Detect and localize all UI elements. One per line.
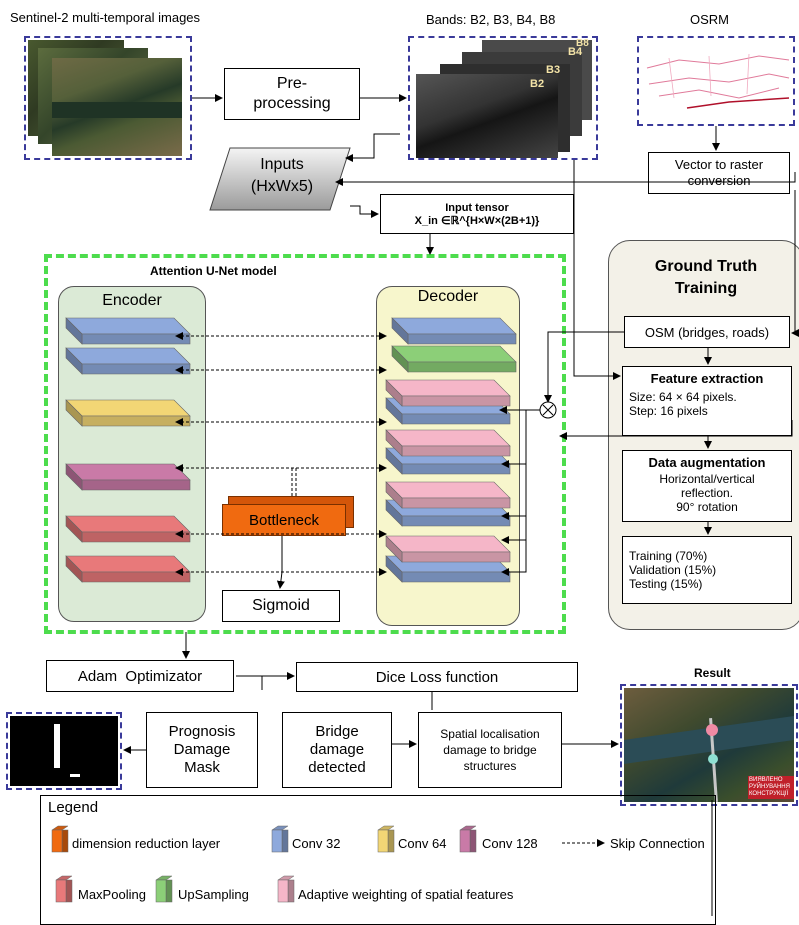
adam-label: Adam Optimizator [77, 667, 203, 685]
result-image: ВИЯВЛЕНО РУЙНУВАННЯ КОНСТРУКЦІЇ [624, 688, 794, 803]
decoder-panel [376, 286, 520, 626]
aug-line-2: reflection. [680, 486, 734, 500]
result-damage-marker-2 [708, 754, 718, 764]
gt-title-1: Ground Truth [654, 258, 758, 275]
sentinel-label: Sentinel-2 multi-temporal images [10, 10, 201, 25]
decoder-label: Decoder [417, 288, 479, 305]
model-title: Attention U-Net model [150, 264, 277, 278]
input-tensor-formula: X_in ∈ℝ^{H×W×(2B+1)} [414, 214, 540, 227]
osm-box: OSM (bridges, roads) [624, 316, 790, 348]
split-validation: Validation (15%) [629, 563, 717, 577]
input-tensor-box: Input tensor X_in ∈ℝ^{H×W×(2B+1)} [380, 194, 574, 234]
input-tensor-title: Input tensor [445, 201, 509, 214]
legend-label-maxpooling: MaxPooling [78, 887, 146, 902]
band-tag-b4: B4 [568, 46, 583, 58]
legend-label-upsampling: UpSampling [178, 887, 249, 902]
vector-raster-label: Vector to raster conversion [674, 157, 764, 188]
bands-label: Bands: B2, B3, B4, B8 [426, 12, 556, 27]
sentinel-images-frame [24, 36, 192, 160]
osrm-road-map [646, 53, 790, 109]
osrm-label: OSRM [690, 12, 729, 27]
legend-label-conv128: Conv 128 [482, 836, 538, 851]
legend-title: Legend [48, 799, 99, 816]
result-label: Result [694, 666, 731, 680]
osm-label: OSM (bridges, roads) [644, 324, 770, 340]
legend-label-dimension: dimension reduction layer [72, 836, 221, 851]
legend-label-skip: Skip Connection [610, 836, 705, 851]
band-tag-b8: B8 [576, 38, 589, 49]
arrow-inputs-to-tensor [350, 205, 379, 218]
legend-label-conv32: Conv 32 [292, 836, 341, 851]
legend-frame [40, 795, 716, 925]
aug-line-3: 90° rotation [676, 500, 738, 514]
mask-frame [6, 712, 122, 790]
bottleneck-block: Bottleneck [222, 504, 346, 536]
vector-raster-box: Vector to raster conversion [648, 152, 790, 194]
prognosis-label: Prognosis Damage Mask [168, 723, 236, 776]
split-testing: Testing (15%) [629, 577, 703, 591]
result-damage-marker [706, 724, 718, 736]
river-strip [52, 102, 182, 118]
dice-label: Dice Loss function [375, 668, 499, 686]
legend-label-adaptive: Adaptive weighting of spatial features [298, 887, 514, 902]
split-box: Training (70%) Validation (15%) Testing … [622, 536, 792, 604]
bands-images-frame: B8 B4 B3 B2 [408, 36, 598, 160]
feature-step: Step: 16 pixels [629, 404, 708, 418]
feature-size: Size: 64 × 64 pixels. [629, 390, 737, 404]
bridge-label: Bridge damage detected [308, 723, 366, 776]
aug-line-1: Horizontal/vertical [659, 472, 755, 486]
mask-white-spot [70, 774, 80, 777]
augmentation-box: Data augmentation Horizontal/vertical re… [622, 450, 792, 522]
bottleneck-label: Bottleneck [248, 511, 320, 529]
spatial-label: Spatial localisation damage to bridge st… [440, 727, 540, 773]
preprocessing-label: Pre-processing [253, 75, 331, 112]
encoder-panel [58, 286, 206, 622]
encoder-label: Encoder [102, 292, 162, 309]
osrm-frame [637, 36, 795, 126]
satellite-image-front [52, 58, 182, 156]
inputs-label-2: (HxWx5) [250, 178, 314, 195]
band-tag-b3: B3 [546, 64, 561, 76]
band-tag-b2: B2 [530, 78, 545, 90]
spatial-box: Spatial localisation damage to bridge st… [418, 712, 562, 788]
feature-title: Feature extraction [650, 371, 764, 386]
result-frame: ВИЯВЛЕНО РУЙНУВАННЯ КОНСТРУКЦІЇ [620, 684, 798, 806]
sigmoid-box: Sigmoid [222, 590, 340, 622]
legend-label-conv64: Conv 64 [398, 836, 447, 851]
gt-title-2: Training [674, 280, 738, 297]
split-training: Training (70%) [629, 549, 708, 563]
mask-white-region [54, 724, 60, 768]
prognosis-box: Prognosis Damage Mask [146, 712, 258, 788]
preprocessing-box: Pre-processing [224, 68, 360, 120]
band-image-1 [416, 74, 558, 158]
bridge-box: Bridge damage detected [282, 712, 392, 788]
result-caption: ВИЯВЛЕНО РУЙНУВАННЯ КОНСТРУКЦІЇ [748, 776, 794, 799]
dice-box: Dice Loss function [296, 662, 578, 692]
attention-unet-frame [44, 254, 566, 634]
sigmoid-label: Sigmoid [252, 597, 310, 614]
inputs-label-1: Inputs [260, 156, 304, 173]
feature-extraction-box: Feature extraction Size: 64 × 64 pixels.… [622, 366, 792, 436]
arrow-bands-to-inputs [345, 133, 400, 162]
adam-box: Adam Optimizator [46, 660, 234, 692]
mask-image [10, 716, 118, 786]
aug-title: Data augmentation [648, 455, 766, 470]
